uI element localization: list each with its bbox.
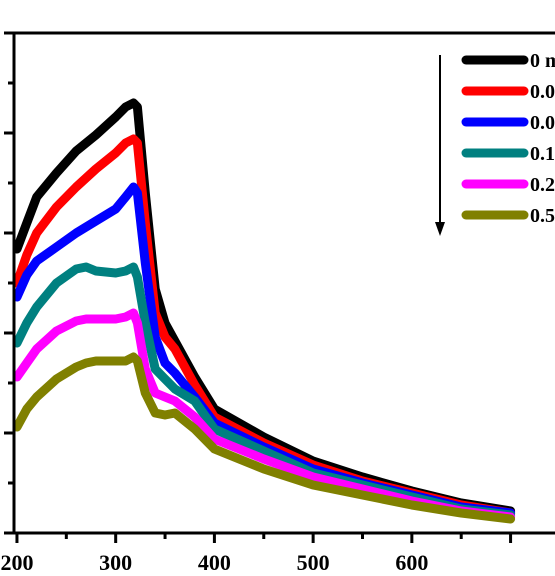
legend-label-2: 0.0 bbox=[530, 112, 555, 134]
series-line-4 bbox=[12, 308, 516, 522]
legend-trend-arrow-head bbox=[435, 222, 445, 236]
legend-label-3: 0.1 bbox=[530, 143, 555, 165]
legend-label-4: 0.2 bbox=[530, 174, 555, 196]
legend-label-0: 0 m bbox=[530, 50, 555, 72]
legend-label-1: 0.0 bbox=[530, 81, 555, 103]
series-layer bbox=[12, 98, 516, 524]
legend: 0 m 0.0 0.0 0.1 0.2 0.5 bbox=[435, 50, 555, 236]
series-line-3 bbox=[12, 262, 516, 520]
x-tick-label: 200 bbox=[0, 550, 33, 575]
series-line-5 bbox=[12, 352, 516, 524]
x-tick-label: 400 bbox=[198, 550, 231, 575]
x-tick-label: 500 bbox=[297, 550, 330, 575]
x-tick-label: 600 bbox=[395, 550, 428, 575]
x-tick-label: 300 bbox=[99, 550, 132, 575]
series-line-2 bbox=[12, 182, 516, 518]
legend-label-5: 0.5 bbox=[530, 205, 555, 227]
axes-layer: 200 300 400 500 600 bbox=[0, 31, 555, 575]
